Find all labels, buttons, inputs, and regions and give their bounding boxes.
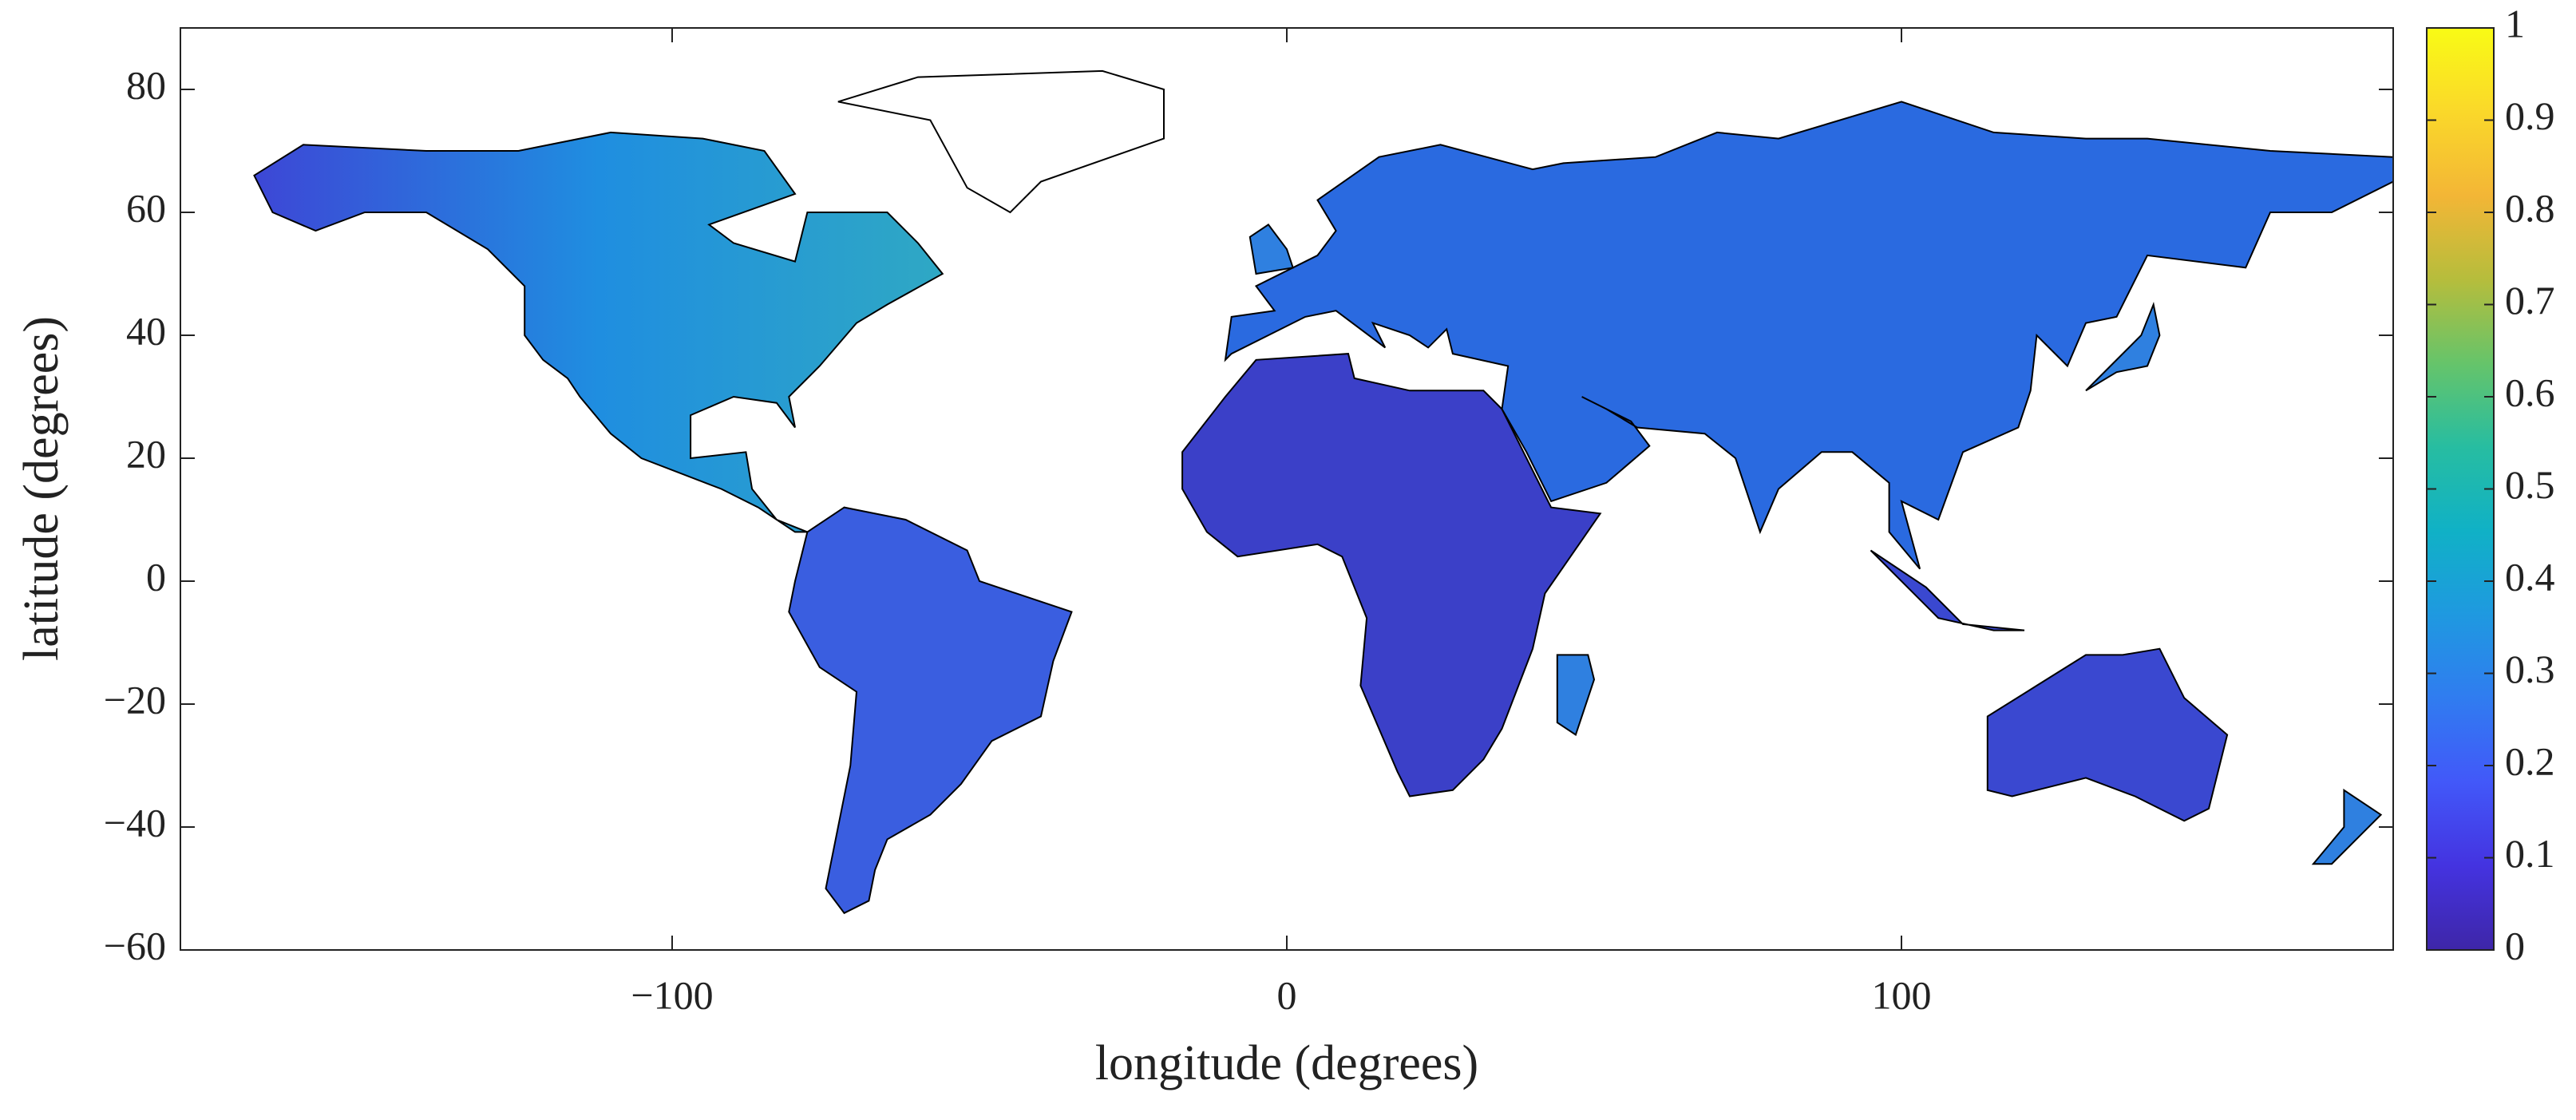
colorbar bbox=[2426, 27, 2495, 951]
colorbar-tick-label: 0.4 bbox=[2505, 554, 2555, 599]
colorbar-tick-label: 0.3 bbox=[2505, 647, 2555, 691]
greenland bbox=[838, 71, 1164, 212]
colorbar-tick-label: 0.1 bbox=[2505, 831, 2555, 876]
x-axis-label: longitude (degrees) bbox=[1095, 1036, 1478, 1090]
y-tick-label: 60 bbox=[126, 185, 166, 230]
colorbar-tick-label: 0.7 bbox=[2505, 278, 2555, 323]
colorbar-tick-label: 0.8 bbox=[2505, 185, 2555, 230]
colorbar-tick-label: 0.9 bbox=[2505, 93, 2555, 138]
x-tick-label: −100 bbox=[631, 972, 713, 1017]
madagascar bbox=[1557, 655, 1594, 734]
y-tick-label: −40 bbox=[104, 800, 166, 845]
indonesia bbox=[1871, 551, 2025, 631]
y-axis-label: latitude (degrees) bbox=[14, 316, 69, 661]
y-tick-label: 40 bbox=[126, 308, 166, 353]
colorbar-tick-label: 0.6 bbox=[2505, 370, 2555, 414]
britain bbox=[1250, 224, 1293, 274]
north-america bbox=[254, 133, 942, 532]
new-zealand bbox=[2313, 790, 2381, 864]
x-tick-label: 0 bbox=[1277, 972, 1297, 1017]
colorbar-tick-label: 0.5 bbox=[2505, 462, 2555, 507]
y-tick-label: 80 bbox=[126, 62, 166, 107]
colorbar-tick-label: 0.2 bbox=[2505, 738, 2555, 783]
japan bbox=[2086, 305, 2159, 391]
colorbar-tick-label: 0 bbox=[2505, 923, 2525, 968]
africa bbox=[1182, 354, 1601, 796]
colorbar-tick-label: 1 bbox=[2505, 1, 2525, 46]
y-tick-label: 20 bbox=[126, 431, 166, 476]
australia bbox=[1988, 649, 2227, 821]
eurasia bbox=[1225, 101, 2393, 568]
y-tick-label: 0 bbox=[146, 554, 166, 599]
x-tick-label: 100 bbox=[1872, 972, 1932, 1017]
y-tick-label: −20 bbox=[104, 677, 166, 722]
south-america bbox=[789, 508, 1071, 913]
y-tick-label: −60 bbox=[104, 923, 166, 968]
map-land bbox=[254, 71, 2393, 913]
